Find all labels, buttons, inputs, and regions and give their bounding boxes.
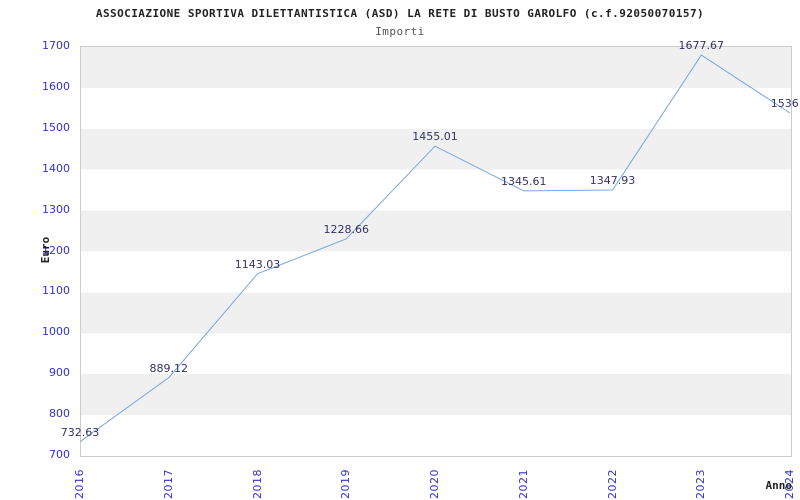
x-tick-label: 2023 <box>694 469 708 499</box>
y-tick-label: 1700 <box>42 39 70 52</box>
x-tick-label: 2022 <box>605 469 619 499</box>
line-series <box>79 54 791 443</box>
data-point-label: 1345.61 <box>501 174 547 188</box>
y-tick-label: 1600 <box>42 79 70 93</box>
x-tick-label: 2019 <box>339 469 353 499</box>
y-tick-label: 1500 <box>42 120 70 134</box>
x-tick-label: 2020 <box>428 469 441 499</box>
y-tick-label: 800 <box>49 407 70 421</box>
data-point-label: 1677.67 <box>678 39 725 53</box>
y-tick-label: 900 <box>49 366 70 380</box>
data-point-label: 1143.03 <box>234 257 281 271</box>
chart-subtitle: Importi <box>375 25 425 38</box>
y-tick-label: 1100 <box>42 284 70 298</box>
data-point-label: 732.63 <box>60 425 100 439</box>
y-axis-title: Euro <box>39 236 52 264</box>
x-tick-label: 2021 <box>516 469 530 499</box>
y-tick-label: 1200 <box>42 243 70 257</box>
data-point-label: 1455.01 <box>412 130 458 144</box>
y-tick-label: 700 <box>49 448 70 461</box>
line-series-svg <box>79 54 791 443</box>
data-point-label: 889.12 <box>149 361 189 375</box>
plot-area <box>80 46 792 457</box>
y-tick-label: 1000 <box>42 325 70 339</box>
x-tick-label: 2018 <box>250 469 264 499</box>
y-tick-label: 1400 <box>42 161 70 175</box>
x-tick-label: 2017 <box>161 469 175 499</box>
data-point-label: 1347.93 <box>589 173 636 187</box>
x-axis-title: Anno <box>765 479 793 492</box>
data-point-label: 1536.1 <box>770 97 800 111</box>
y-tick-label: 1300 <box>42 202 70 216</box>
chart-title: ASSOCIAZIONE SPORTIVA DILETTANTISTICA (A… <box>95 7 705 20</box>
x-tick-label: 2016 <box>73 469 86 499</box>
data-point-label: 1228.66 <box>323 222 370 236</box>
